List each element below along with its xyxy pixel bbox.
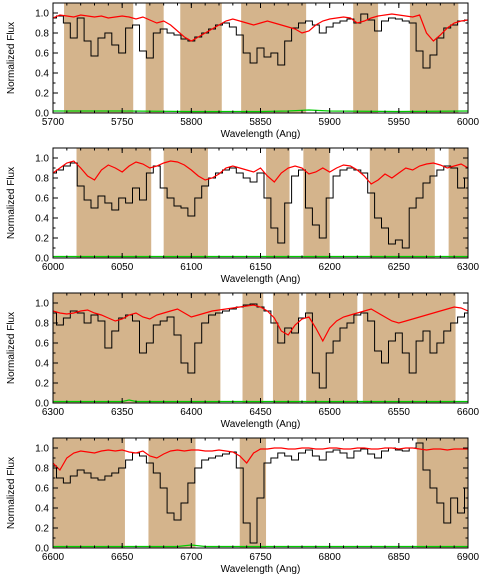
y-tick-label: 0.2 <box>35 524 49 535</box>
y-axis-label: Normalized Flux <box>6 457 17 529</box>
y-tick-label: 0.8 <box>35 174 49 185</box>
y-tick-label: 0.2 <box>35 234 49 245</box>
shaded-region-3 <box>239 438 267 548</box>
shaded-region-2 <box>242 293 264 403</box>
x-tick-label: 5900 <box>319 117 342 128</box>
x-tick-label: 6400 <box>180 407 203 418</box>
y-tick-label: 0.6 <box>35 339 49 350</box>
x-tick-label: 5750 <box>111 117 134 128</box>
y-tick-label: 0.0 <box>35 399 49 410</box>
y-axis-label: Normalized Flux <box>6 22 17 94</box>
x-tick-label: 6150 <box>249 262 272 273</box>
y-tick-label: 0.4 <box>35 69 49 80</box>
shaded-region-4 <box>241 3 307 113</box>
panel-1: 5700 5750 5800 5850 5900 5950 6000 0.0 0.2 0.4 0.6… <box>6 2 480 140</box>
y-axis-label: Normalized Flux <box>6 167 17 239</box>
y-tick-label: 0.4 <box>35 504 49 515</box>
x-tick-label: 5850 <box>249 117 272 128</box>
shaded-region-3 <box>180 3 222 113</box>
x-tick-label: 6050 <box>111 262 134 273</box>
series-line-1 <box>53 442 468 544</box>
shaded-region-3 <box>266 148 290 258</box>
x-tick-label: 6650 <box>111 552 134 563</box>
x-tick-label: 6750 <box>249 552 272 563</box>
x-tick-label: 6500 <box>319 407 342 418</box>
x-tick-label: 5700 <box>42 117 65 128</box>
x-tick-label: 6550 <box>388 407 411 418</box>
series-line-3 <box>53 544 468 548</box>
x-axis-label: Wavelength (Ang) <box>221 129 301 140</box>
y-tick-label: 0.8 <box>35 464 49 475</box>
x-tick-label: 6900 <box>457 552 480 563</box>
shaded-region-6 <box>409 3 459 113</box>
panel-4: 6600 6650 6700 6750 6800 6850 6900 0.0 0.2 0.4 0.6… <box>6 437 480 575</box>
shaded-region-1 <box>53 438 125 548</box>
series-line-1 <box>53 162 468 249</box>
shaded-region-4 <box>416 438 468 548</box>
y-tick-label: 0.8 <box>35 319 49 330</box>
x-tick-label: 6000 <box>457 117 480 128</box>
y-tick-label: 1.0 <box>35 9 49 20</box>
x-tick-label: 6350 <box>111 407 134 418</box>
y-tick-label: 1.0 <box>35 299 49 310</box>
series-line-2 <box>53 160 468 185</box>
y-tick-label: 1.0 <box>35 444 49 455</box>
shaded-region-4 <box>303 148 330 258</box>
y-tick-label: 0.0 <box>35 109 49 120</box>
shaded-region-4 <box>306 293 358 403</box>
y-tick-label: 0.6 <box>35 484 49 495</box>
y-tick-label: 0.8 <box>35 29 49 40</box>
series-line-2 <box>53 13 468 42</box>
y-tick-label: 0.0 <box>35 254 49 265</box>
x-tick-label: 6200 <box>319 262 342 273</box>
x-tick-label: 6700 <box>180 552 203 563</box>
series-line-2 <box>53 304 468 343</box>
x-tick-label: 6250 <box>388 262 411 273</box>
shaded-region-2 <box>145 3 164 113</box>
x-tick-label: 5950 <box>388 117 411 128</box>
y-tick-label: 0.2 <box>35 89 49 100</box>
y-tick-label: 0.6 <box>35 49 49 60</box>
shaded-region-2 <box>148 438 196 548</box>
x-tick-label: 6600 <box>42 552 65 563</box>
shaded-region-5 <box>362 293 456 403</box>
y-tick-label: 0.4 <box>35 214 49 225</box>
x-tick-label: 6800 <box>319 552 342 563</box>
series-line-1 <box>53 13 468 69</box>
x-tick-label: 6000 <box>42 262 65 273</box>
shaded-region-3 <box>272 293 300 403</box>
x-tick-label: 6300 <box>457 262 480 273</box>
y-tick-label: 0.2 <box>35 379 49 390</box>
y-tick-label: 0.0 <box>35 544 49 555</box>
series-line-2 <box>53 447 468 471</box>
panel-2: 6000 6050 6100 6150 6200 6250 6300 0.0 0.2 0.4 0.6… <box>6 147 480 285</box>
shaded-region-2 <box>163 148 208 258</box>
x-tick-label: 6300 <box>42 407 65 418</box>
x-tick-label: 5800 <box>180 117 203 128</box>
x-axis-label: Wavelength (Ang) <box>221 419 301 430</box>
y-tick-label: 1.0 <box>35 154 49 165</box>
shaded-region-1 <box>64 3 134 113</box>
shaded-region-6 <box>448 148 468 258</box>
shaded-region-5 <box>353 3 379 113</box>
y-tick-label: 0.6 <box>35 194 49 205</box>
panel-3: 6300 6350 6400 6450 6500 6550 6600 0.0 0.2 0.4 0.6… <box>6 292 480 430</box>
x-tick-label: 6600 <box>457 407 480 418</box>
y-tick-label: 0.4 <box>35 359 49 370</box>
y-axis-label: Normalized Flux <box>6 312 17 384</box>
shaded-region-1 <box>76 148 152 258</box>
x-axis-label: Wavelength (Ang) <box>221 564 301 575</box>
x-tick-label: 6450 <box>249 407 272 418</box>
x-tick-label: 6850 <box>388 552 411 563</box>
x-axis-label: Wavelength (Ang) <box>221 274 301 285</box>
x-tick-label: 6100 <box>180 262 203 273</box>
